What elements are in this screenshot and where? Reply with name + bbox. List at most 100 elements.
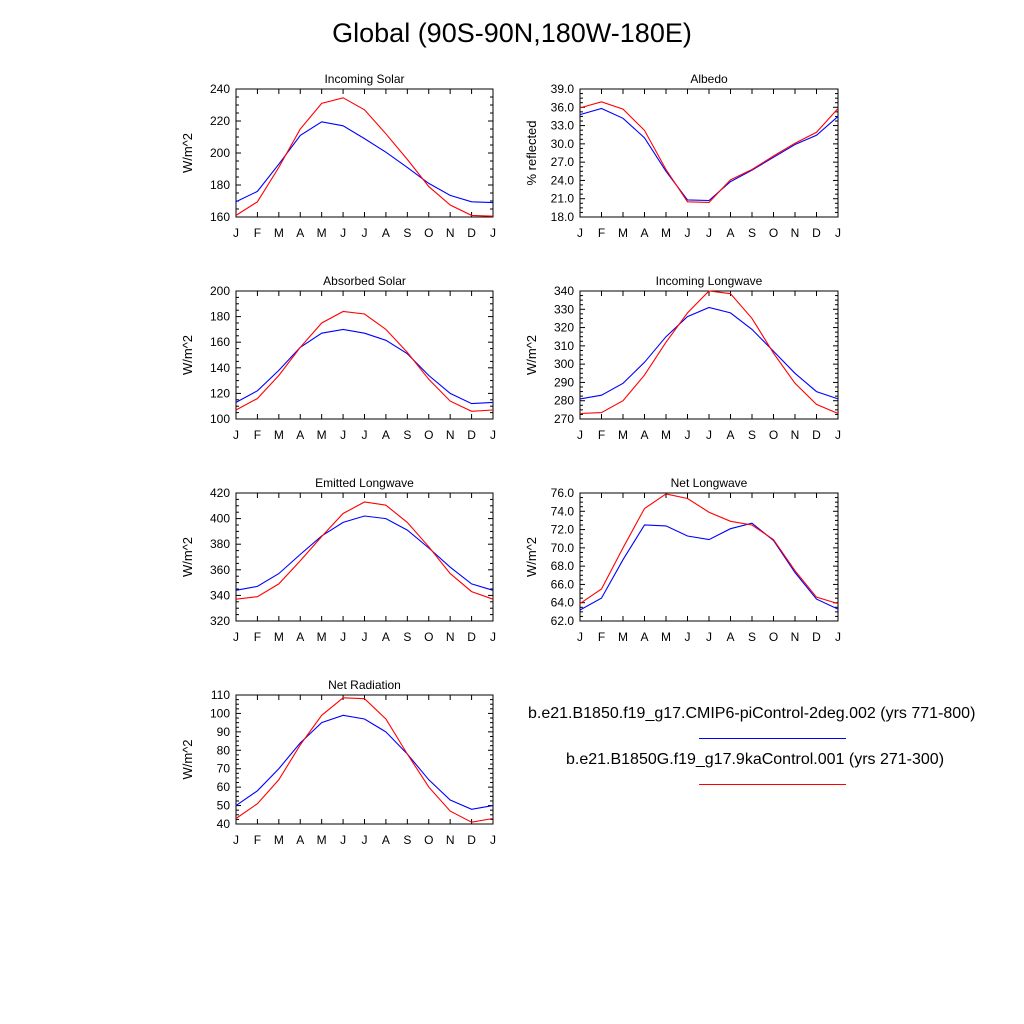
x-tick-label: J bbox=[362, 428, 368, 442]
y-axis-label: W/m^2 bbox=[180, 739, 195, 779]
x-tick-label: J bbox=[490, 833, 496, 847]
x-tick-label: O bbox=[769, 428, 778, 442]
x-tick-label: M bbox=[274, 833, 284, 847]
x-tick-label: A bbox=[382, 833, 390, 847]
y-tick-label: 24.0 bbox=[551, 173, 575, 187]
x-tick-label: J bbox=[577, 428, 583, 442]
x-tick-label: F bbox=[254, 630, 261, 644]
series-line-2 bbox=[579, 493, 839, 605]
x-tick-label: J bbox=[362, 630, 368, 644]
series-line-1 bbox=[235, 121, 494, 204]
series-line-1 bbox=[235, 714, 494, 810]
x-tick-label: F bbox=[254, 428, 261, 442]
x-tick-label: J bbox=[490, 428, 496, 442]
panel-title: Net Longwave bbox=[671, 476, 748, 490]
x-tick-label: M bbox=[317, 630, 327, 644]
x-tick-label: D bbox=[467, 226, 476, 240]
y-tick-label: 33.0 bbox=[551, 119, 575, 133]
y-tick-label: 180 bbox=[210, 178, 230, 192]
y-tick-label: 100 bbox=[210, 412, 230, 426]
series-line-2 bbox=[235, 697, 494, 823]
x-tick-label: J bbox=[362, 226, 368, 240]
y-tick-label: 120 bbox=[210, 386, 230, 400]
x-tick-label: A bbox=[382, 226, 390, 240]
series-line-2 bbox=[235, 97, 494, 217]
y-tick-label: 180 bbox=[210, 310, 230, 324]
x-tick-label: N bbox=[446, 428, 455, 442]
panel-title: Incoming Solar bbox=[324, 72, 404, 86]
y-tick-label: 340 bbox=[554, 284, 574, 298]
x-tick-label: J bbox=[835, 630, 841, 644]
x-tick-label: F bbox=[598, 428, 605, 442]
x-tick-label: M bbox=[618, 428, 628, 442]
page-title: Global (90S-90N,180W-180E) bbox=[332, 18, 692, 48]
x-tick-label: S bbox=[403, 833, 411, 847]
x-tick-label: D bbox=[467, 630, 476, 644]
x-tick-label: J bbox=[340, 428, 346, 442]
y-tick-label: 360 bbox=[210, 563, 230, 577]
plot-frame bbox=[235, 492, 494, 622]
x-tick-label: O bbox=[424, 630, 433, 644]
panel-title: Net Radiation bbox=[328, 678, 401, 692]
x-tick-label: F bbox=[598, 630, 605, 644]
y-tick-label: 74.0 bbox=[551, 504, 575, 518]
x-tick-label: J bbox=[490, 630, 496, 644]
y-tick-label: 68.0 bbox=[551, 559, 575, 573]
x-tick-label: J bbox=[233, 833, 239, 847]
series-line-1 bbox=[579, 107, 839, 202]
y-tick-label: 200 bbox=[210, 146, 230, 160]
x-tick-label: J bbox=[685, 428, 691, 442]
x-tick-label: M bbox=[661, 630, 671, 644]
x-tick-label: M bbox=[274, 226, 284, 240]
x-tick-label: J bbox=[706, 226, 712, 240]
x-tick-label: A bbox=[296, 630, 304, 644]
x-tick-label: M bbox=[317, 226, 327, 240]
y-tick-label: 320 bbox=[554, 321, 574, 335]
legend-line-1 bbox=[699, 738, 846, 739]
panel-title: Absorbed Solar bbox=[323, 274, 406, 288]
panel-4: Incoming Longwave W/m^2 270 280 290 300 310 320… bbox=[524, 274, 841, 442]
x-tick-label: J bbox=[233, 630, 239, 644]
x-tick-label: F bbox=[254, 833, 261, 847]
x-tick-label: J bbox=[706, 630, 712, 644]
series-line-1 bbox=[579, 522, 839, 611]
x-tick-label: N bbox=[446, 630, 455, 644]
y-tick-label: 380 bbox=[210, 537, 230, 551]
x-tick-label: J bbox=[340, 226, 346, 240]
panel-title: Emitted Longwave bbox=[315, 476, 414, 490]
x-tick-label: N bbox=[791, 226, 800, 240]
y-tick-label: 270 bbox=[554, 412, 574, 426]
plot-frame bbox=[579, 290, 839, 420]
y-tick-label: 27.0 bbox=[551, 155, 575, 169]
x-tick-label: O bbox=[424, 226, 433, 240]
y-tick-label: 80 bbox=[217, 743, 231, 757]
y-tick-label: 160 bbox=[210, 210, 230, 224]
y-tick-label: 72.0 bbox=[551, 523, 575, 537]
x-tick-label: D bbox=[812, 226, 821, 240]
series-line-1 bbox=[235, 328, 494, 405]
y-tick-label: 420 bbox=[210, 486, 230, 500]
x-tick-label: J bbox=[706, 428, 712, 442]
y-tick-label: 50 bbox=[217, 799, 231, 813]
y-tick-label: 70.0 bbox=[551, 541, 575, 555]
series-line-2 bbox=[579, 290, 839, 415]
y-tick-label: 66.0 bbox=[551, 577, 575, 591]
y-tick-label: 39.0 bbox=[551, 82, 575, 96]
legend-line-2 bbox=[699, 784, 846, 785]
y-tick-label: 310 bbox=[554, 339, 574, 353]
y-tick-label: 320 bbox=[210, 614, 230, 628]
x-tick-label: D bbox=[812, 630, 821, 644]
x-tick-label: M bbox=[274, 630, 284, 644]
y-axis-label: % reflected bbox=[524, 120, 539, 185]
x-tick-label: J bbox=[577, 226, 583, 240]
x-tick-label: F bbox=[598, 226, 605, 240]
x-tick-label: D bbox=[467, 428, 476, 442]
x-tick-label: A bbox=[640, 226, 648, 240]
y-tick-label: 300 bbox=[554, 357, 574, 371]
x-tick-label: O bbox=[769, 630, 778, 644]
y-tick-label: 240 bbox=[210, 82, 230, 96]
panel-5: Emitted Longwave W/m^2 320 340 360 380 400 420 J… bbox=[180, 476, 496, 644]
y-tick-label: 30.0 bbox=[551, 137, 575, 151]
series-line-2 bbox=[235, 310, 494, 412]
